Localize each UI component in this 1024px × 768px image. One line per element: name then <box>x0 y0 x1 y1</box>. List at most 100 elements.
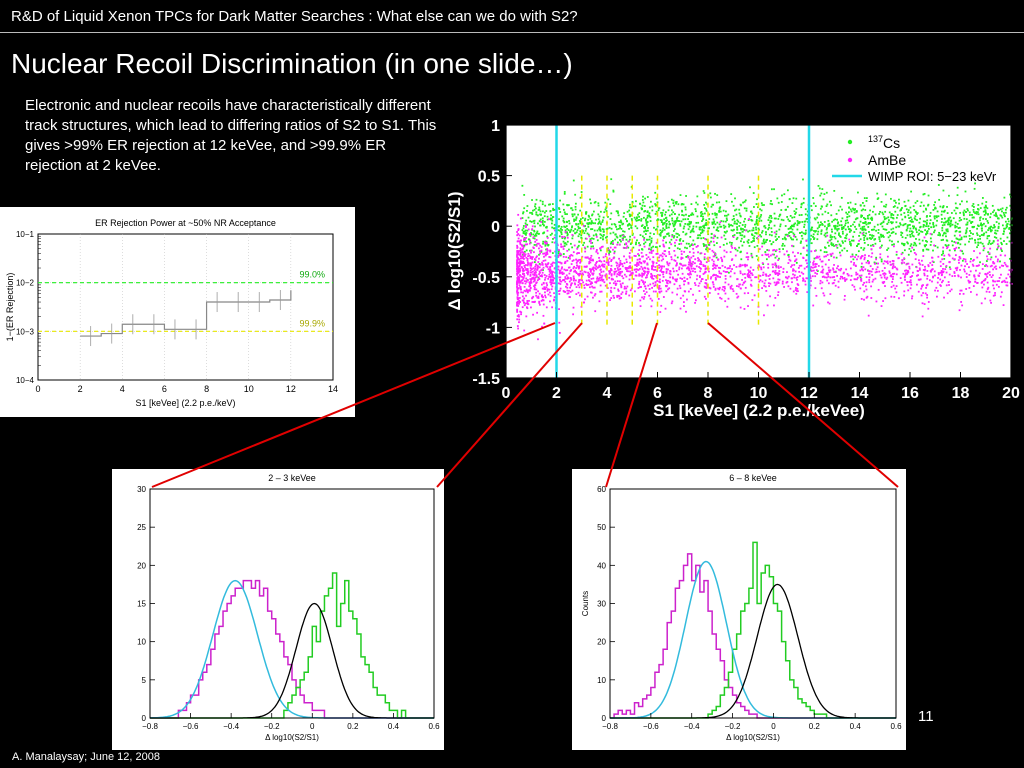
nr-point <box>640 262 643 265</box>
er-point <box>588 215 591 218</box>
er-point <box>711 223 714 225</box>
nr-point <box>575 258 578 261</box>
er-point <box>755 216 758 219</box>
er-point <box>953 249 956 252</box>
er-point <box>593 201 596 204</box>
nr-point <box>941 258 944 261</box>
nr-point <box>648 247 651 250</box>
nr-point <box>570 263 573 265</box>
nr-point <box>612 278 615 281</box>
er-point <box>703 212 706 215</box>
er-point <box>712 218 715 221</box>
nr-point <box>544 288 547 290</box>
nr-point <box>527 255 529 258</box>
nr-point <box>812 266 814 269</box>
er-point <box>916 213 918 215</box>
er-point <box>901 232 904 234</box>
er-point <box>646 211 649 213</box>
nr-point <box>598 264 601 267</box>
er-point <box>784 233 787 236</box>
er-point <box>779 223 782 226</box>
er-point <box>826 203 829 206</box>
nr-point <box>984 297 987 300</box>
nr-point <box>629 267 632 269</box>
er-point <box>996 248 998 251</box>
nr-point <box>516 325 519 327</box>
nr-point <box>896 268 899 271</box>
nr-point <box>546 249 549 252</box>
nr-point <box>787 255 790 258</box>
nr-point <box>861 255 863 258</box>
nr-point <box>720 272 723 275</box>
nr-point <box>853 262 856 264</box>
er-point <box>589 238 592 240</box>
y-tick-label: 10−1 <box>16 230 35 239</box>
connector-line <box>707 322 899 488</box>
nr-point <box>675 264 678 267</box>
er-point <box>852 207 854 210</box>
er-point <box>568 248 570 251</box>
er-point <box>723 231 726 233</box>
nr-point <box>665 255 667 258</box>
er-point <box>943 223 946 226</box>
er-point <box>644 233 647 235</box>
nr-point <box>999 295 1002 298</box>
nr-point <box>998 277 1001 279</box>
er-point <box>558 235 561 238</box>
scatter-points <box>516 178 1013 341</box>
er-point <box>658 233 661 236</box>
er-point <box>543 224 545 227</box>
er-point <box>848 228 851 230</box>
er-point <box>702 218 705 220</box>
nr-point <box>987 286 990 289</box>
nr-point <box>908 265 911 268</box>
er-point <box>977 244 980 247</box>
nr-point <box>592 296 594 299</box>
nr-point <box>542 303 545 306</box>
er-point <box>700 210 703 213</box>
er-point <box>912 244 915 247</box>
nr-point <box>859 257 862 260</box>
nr-point <box>526 259 529 262</box>
nr-point <box>931 280 933 283</box>
nr-point <box>927 307 930 310</box>
er-point <box>876 223 879 226</box>
nr-point <box>981 281 984 283</box>
er-point <box>610 178 613 181</box>
nr-point <box>855 265 857 267</box>
nr-point <box>688 269 691 272</box>
nr-point <box>763 314 765 317</box>
er-point <box>915 244 918 247</box>
er-point <box>541 210 544 213</box>
er-point <box>958 219 961 222</box>
nr-point <box>798 264 801 267</box>
nr-point <box>939 260 942 263</box>
nr-point <box>791 264 793 267</box>
er-point <box>1000 248 1003 251</box>
er-point <box>755 221 758 223</box>
er-point <box>689 222 692 225</box>
nr-point <box>812 263 815 266</box>
nr-point <box>529 249 532 252</box>
nr-point <box>574 269 577 272</box>
nr-point <box>638 273 641 276</box>
nr-point <box>516 282 519 285</box>
nr-point <box>661 252 664 255</box>
er-point <box>607 198 610 201</box>
er-point <box>616 236 619 239</box>
nr-point <box>516 249 519 252</box>
nr-point <box>523 262 525 265</box>
x-tick-label: 0.2 <box>809 722 821 731</box>
nr-point <box>619 268 622 270</box>
er-point <box>575 216 578 219</box>
er-point <box>591 213 594 216</box>
er-point <box>951 240 953 243</box>
er-point <box>932 249 934 252</box>
nr-point <box>768 278 771 280</box>
er-point <box>956 238 959 240</box>
nr-point <box>739 270 742 273</box>
nr-point <box>796 278 798 281</box>
er-point <box>845 234 848 237</box>
nr-point <box>918 278 921 281</box>
nr-point <box>634 290 636 293</box>
